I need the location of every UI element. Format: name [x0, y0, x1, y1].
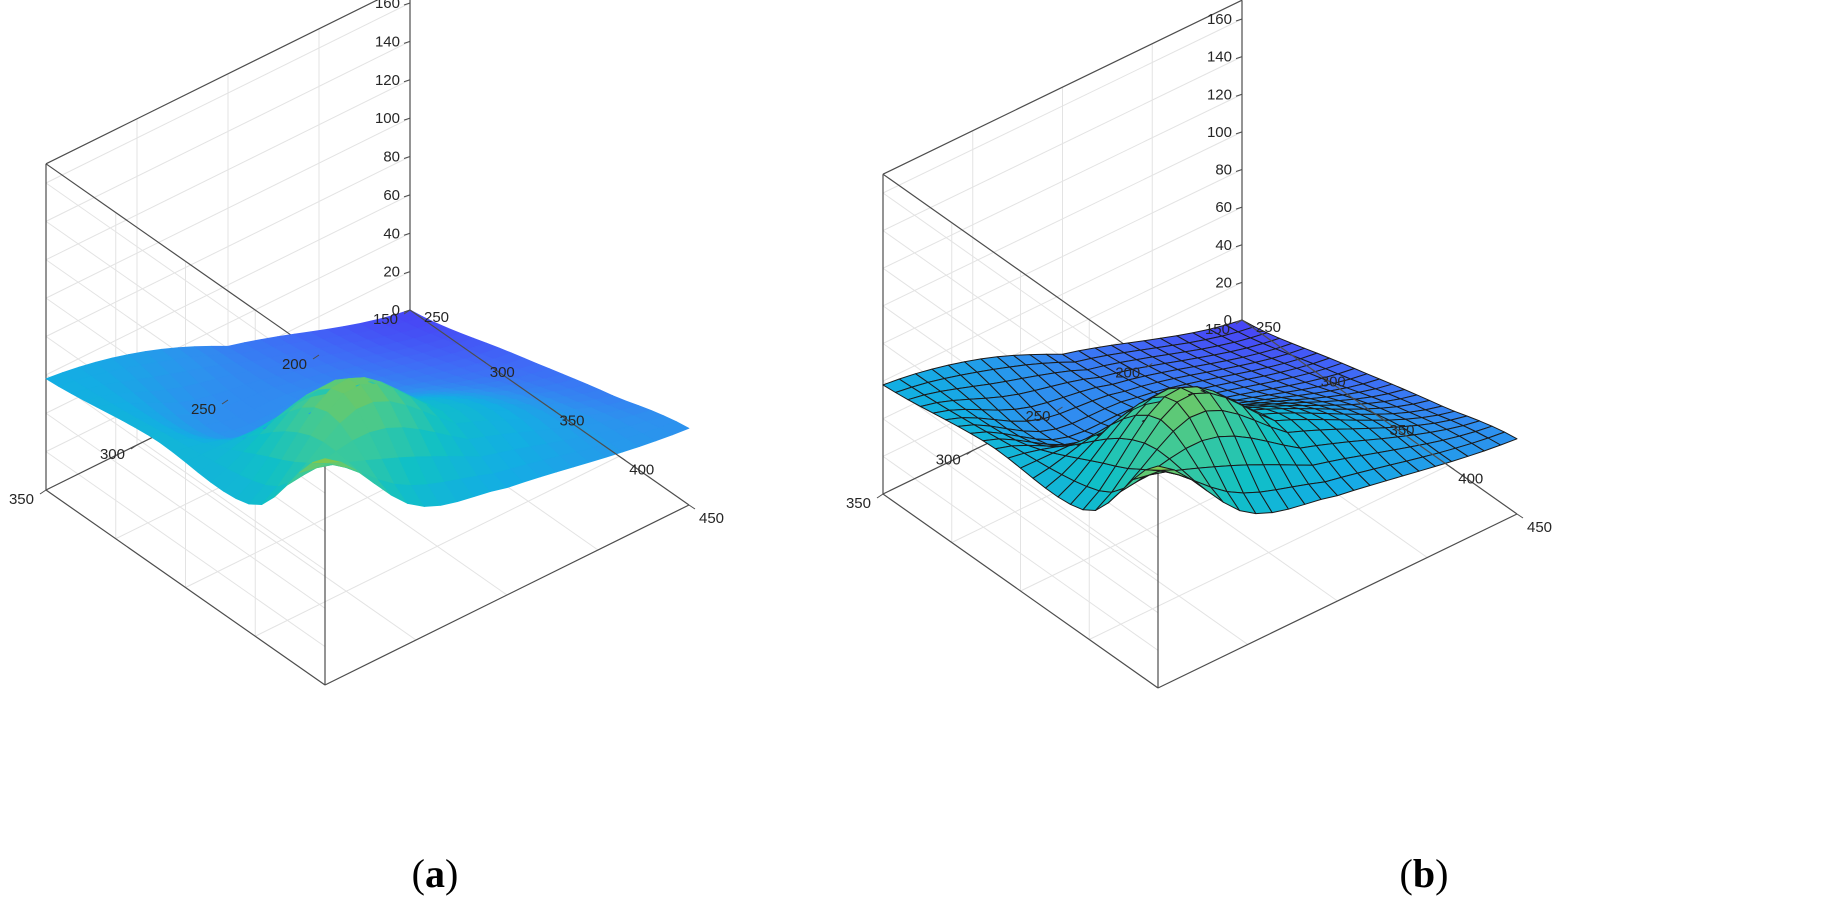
z-tick-label: 20: [1215, 274, 1232, 291]
x-tick-label: 350: [560, 413, 585, 430]
surface-patch: [1487, 431, 1518, 446]
x-tick-label: 350: [1390, 422, 1415, 439]
z-tick-label: 120: [1207, 86, 1232, 103]
x-tick: [479, 358, 487, 364]
z-tick: [403, 79, 411, 83]
y-tick-label: 350: [9, 491, 34, 508]
x-tick-label: 250: [1256, 319, 1281, 336]
x-tick: [1516, 513, 1524, 519]
axis-edge: [882, 493, 1159, 689]
z-tick: [1235, 169, 1243, 172]
y-tick-label: 300: [936, 452, 961, 469]
z-tick-label: 80: [383, 149, 400, 166]
z-tick-label: 80: [1215, 162, 1232, 179]
y-tick-label: 150: [373, 311, 398, 328]
axis-edge: [45, 489, 326, 686]
y-tick: [1235, 319, 1243, 325]
z-tick-label: 0: [1224, 312, 1232, 329]
surface-plot-b: 0 20 40 60 80 100 120 140 160 150 200 250 300 350 250 3…: [846, 0, 1552, 689]
z-tick-label: 140: [1207, 49, 1232, 66]
y-tick: [130, 444, 138, 450]
z-tick: [1235, 56, 1243, 60]
y-tick: [876, 493, 884, 499]
y-tick: [966, 450, 974, 455]
x-tick: [1379, 416, 1386, 422]
y-tick: [221, 399, 229, 405]
y-tick: [1056, 406, 1063, 412]
z-tick-label: 160: [1207, 11, 1232, 28]
z-tick: [403, 2, 411, 6]
z-tick-label: 40: [1215, 237, 1232, 254]
z-tick: [1235, 93, 1243, 97]
x-tick-label: 300: [490, 364, 515, 381]
y-tick: [1145, 363, 1153, 368]
z-tick: [403, 232, 411, 236]
z-tick: [1235, 131, 1243, 135]
axis-edge: [324, 504, 690, 686]
panel-label-a: (a): [412, 851, 459, 896]
axis-edge: [1157, 513, 1518, 689]
y-tick: [312, 354, 320, 360]
x-tick-label: 250: [424, 309, 449, 326]
z-tick-label: 160: [375, 0, 400, 12]
x-tick: [688, 504, 696, 510]
z-tick: [1235, 206, 1243, 210]
panel-label-b: (b): [1400, 851, 1449, 896]
x-tick-label: 300: [1321, 374, 1346, 391]
x-tick: [549, 407, 556, 412]
z-tick-label: 100: [375, 110, 400, 127]
axis-edge: [882, 173, 1159, 369]
z-tick: [1235, 18, 1243, 22]
x-tick-label: 450: [699, 510, 724, 527]
z-tick-label: 60: [1215, 199, 1232, 216]
z-tick-label: 40: [383, 225, 400, 242]
x-tick: [1310, 368, 1318, 373]
z-tick: [1235, 244, 1243, 248]
z-tick-label: 140: [375, 33, 400, 50]
axis-edge: [45, 0, 379, 165]
y-tick-label: 200: [282, 356, 307, 373]
axis-edge: [45, 163, 326, 360]
z-tick-label: 20: [383, 264, 400, 281]
z-tick: [403, 271, 411, 275]
surface-patch: [659, 421, 690, 436]
axis-edge: [882, 0, 1243, 175]
z-tick-label: 100: [1207, 124, 1232, 141]
y-tick: [403, 309, 411, 315]
z-tick: [1235, 281, 1243, 285]
x-tick-label: 450: [1527, 519, 1552, 536]
y-tick-label: 250: [1025, 408, 1050, 425]
grid-line: [136, 444, 417, 641]
x-tick-label: 400: [1458, 471, 1483, 488]
x-tick: [1447, 465, 1455, 470]
surface-plot-a: 0 20 40 60 80 100 120 140 160 150 200 250 300 350 250 3…: [9, 0, 724, 686]
z-tick: [403, 40, 411, 44]
y-tick: [39, 489, 47, 495]
y-tick-label: 150: [1205, 321, 1230, 338]
x-tick-label: 400: [629, 461, 654, 478]
y-tick-label: 200: [1115, 365, 1140, 382]
y-tick-label: 300: [100, 446, 125, 463]
y-tick-label: 250: [191, 401, 216, 418]
z-tick-label: 60: [383, 187, 400, 204]
x-tick: [618, 455, 626, 461]
z-tick-label: 120: [375, 72, 400, 89]
z-tick: [403, 194, 411, 198]
z-tick: [403, 117, 411, 121]
grid-line: [972, 450, 1249, 645]
z-tick: [403, 156, 411, 159]
z-tick-label: 0: [392, 302, 400, 319]
y-tick-label: 350: [846, 495, 871, 512]
